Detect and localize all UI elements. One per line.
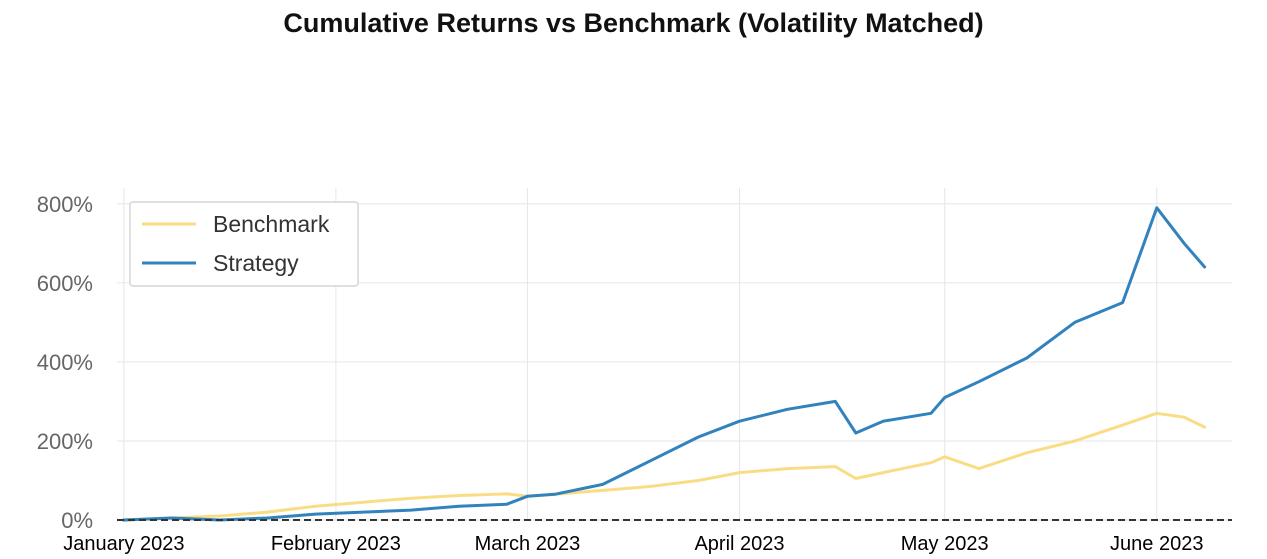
data-point-strategy	[409, 508, 413, 512]
data-point-strategy	[786, 408, 789, 411]
data-point-benchmark	[649, 485, 652, 488]
data-point-strategy	[881, 420, 885, 423]
data-point-strategy	[314, 512, 317, 516]
data-point-strategy	[1073, 321, 1076, 324]
legend-label-strategy: Strategy	[213, 250, 299, 276]
data-point-benchmark	[854, 477, 857, 480]
y-axis-ticks: 0% 200% 400% 600% 800%	[37, 192, 93, 533]
data-point-benchmark	[505, 492, 509, 496]
data-point-benchmark	[362, 501, 365, 504]
data-point-benchmark	[697, 479, 700, 482]
legend: Benchmark Strategy	[129, 201, 359, 287]
data-point-benchmark	[786, 467, 789, 470]
data-point-strategy	[526, 495, 529, 498]
data-point-strategy	[601, 483, 604, 486]
series-line-strategy	[122, 206, 1207, 522]
data-point-benchmark	[738, 471, 741, 474]
chart-title: Cumulative Returns vs Benchmark (Volatil…	[283, 8, 984, 38]
x-axis-ticks: January 2023 February 2023 March 2023 April…	[63, 533, 1203, 555]
data-point-benchmark	[977, 467, 981, 470]
data-point-benchmark	[834, 465, 837, 468]
data-point-strategy	[1203, 265, 1206, 269]
data-point-strategy	[1025, 356, 1029, 360]
data-point-strategy	[170, 516, 173, 520]
x-tick-label: February 2023	[271, 533, 401, 555]
data-point-strategy	[697, 435, 700, 439]
series-line-benchmark	[122, 411, 1207, 522]
data-point-benchmark	[601, 489, 604, 492]
y-tick-label: 600%	[37, 271, 93, 296]
data-point-strategy	[362, 510, 365, 514]
y-tick-label: 0%	[61, 508, 93, 533]
data-point-strategy	[505, 503, 509, 506]
data-point-strategy	[266, 516, 269, 520]
data-point-benchmark	[1203, 425, 1206, 429]
data-point-benchmark	[881, 471, 885, 474]
legend-label-benchmark: Benchmark	[213, 211, 330, 237]
data-point-benchmark	[1073, 439, 1076, 443]
data-point-benchmark	[266, 510, 269, 514]
series-lines	[122, 206, 1207, 522]
data-point-strategy	[1182, 242, 1186, 245]
data-point-benchmark	[1025, 451, 1029, 454]
data-point-benchmark	[457, 494, 461, 497]
data-point-strategy	[553, 493, 556, 496]
data-point-strategy	[738, 420, 741, 423]
x-tick-label: April 2023	[694, 533, 784, 555]
data-point-benchmark	[218, 514, 221, 518]
data-point-strategy	[457, 505, 461, 508]
data-point-strategy	[1155, 206, 1159, 209]
x-tick-label: March 2023	[475, 533, 581, 555]
data-point-strategy	[854, 431, 857, 435]
data-point-benchmark	[1182, 416, 1186, 419]
data-point-benchmark	[409, 497, 413, 500]
data-point-benchmark	[943, 455, 946, 458]
x-tick-label: January 2023	[63, 533, 184, 555]
data-point-strategy	[977, 380, 981, 383]
x-tick-label: May 2023	[901, 533, 989, 555]
data-point-strategy	[943, 396, 946, 399]
data-point-strategy	[929, 412, 933, 415]
data-point-strategy	[1121, 301, 1124, 304]
x-tick-label: June 2023	[1110, 533, 1203, 555]
y-tick-label: 200%	[37, 429, 93, 454]
data-point-benchmark	[1155, 412, 1159, 415]
y-tick-label: 800%	[37, 192, 93, 217]
data-point-benchmark	[1121, 423, 1124, 427]
y-tick-label: 400%	[37, 350, 93, 375]
data-point-strategy	[834, 400, 837, 403]
data-point-benchmark	[314, 505, 317, 508]
data-point-strategy	[649, 459, 652, 462]
data-point-benchmark	[929, 461, 933, 464]
